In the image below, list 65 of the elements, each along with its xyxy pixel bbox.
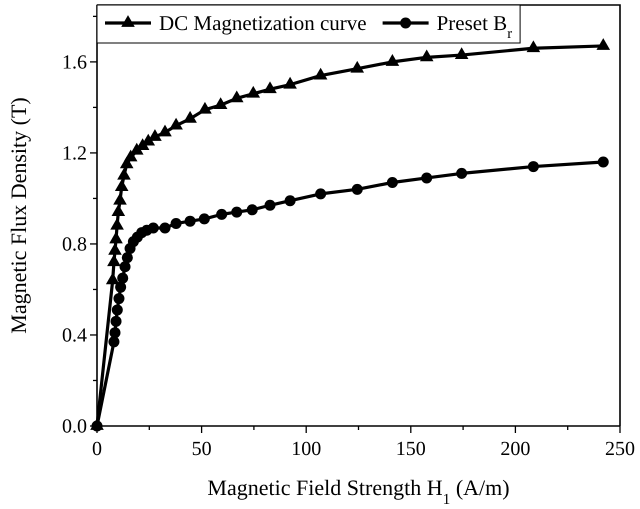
- point: [246, 204, 258, 216]
- point: [109, 327, 120, 338]
- point: [420, 49, 434, 62]
- point: [113, 293, 124, 304]
- point: [283, 76, 297, 89]
- point: [109, 232, 123, 244]
- point: [148, 222, 159, 234]
- x-tick-label: 250: [605, 438, 635, 460]
- point: [108, 336, 120, 348]
- point: [350, 60, 364, 73]
- point: [183, 110, 197, 123]
- y-tick-label: 0.0: [62, 415, 87, 438]
- x-tick-label: 100: [291, 438, 322, 460]
- y-tick-label: 0.8: [62, 233, 87, 256]
- y-tick-label: 1.2: [62, 142, 87, 164]
- point: [184, 216, 196, 227]
- point: [148, 129, 162, 141]
- point: [598, 156, 609, 168]
- x-tick-label: 50: [192, 438, 212, 460]
- point: [216, 208, 228, 220]
- point: [124, 150, 138, 162]
- point: [456, 168, 468, 179]
- point: [284, 195, 296, 206]
- point: [114, 179, 128, 191]
- point: [159, 222, 170, 234]
- point: [110, 218, 124, 230]
- point: [122, 252, 133, 264]
- point: [231, 206, 242, 218]
- point: [596, 38, 610, 50]
- point: [315, 188, 326, 200]
- point: [117, 272, 128, 284]
- x-tick-label: 0: [92, 438, 102, 460]
- point: [386, 54, 400, 66]
- x-axis-title: Magnetic Field Strength H$_{1}$ (A/m): [207, 475, 510, 508]
- point: [120, 261, 131, 272]
- legend-label: Preset B$_{r}$: [436, 11, 512, 42]
- legend-label: DC Magnetization curve: [159, 11, 367, 35]
- point: [526, 40, 540, 52]
- y-tick-label: 0.4: [62, 324, 87, 346]
- point: [230, 90, 244, 102]
- point: [115, 282, 126, 293]
- point: [198, 102, 212, 114]
- point: [170, 218, 182, 229]
- point: [112, 304, 123, 316]
- point: [158, 124, 172, 136]
- y-tick-label: 1.6: [62, 51, 87, 74]
- point: [264, 200, 276, 211]
- x-tick-label: 200: [500, 438, 530, 460]
- point: [386, 177, 398, 188]
- point: [214, 97, 228, 110]
- point: [263, 81, 277, 94]
- point: [246, 86, 260, 98]
- point: [421, 172, 432, 184]
- point: [117, 168, 131, 180]
- point: [454, 47, 468, 59]
- point: [113, 192, 127, 205]
- point: [314, 68, 328, 80]
- point: [198, 213, 210, 224]
- point: [112, 204, 126, 216]
- x-tick-label: 150: [396, 438, 426, 460]
- point: [169, 118, 183, 130]
- y-axis-title: Magnetic Flux Density (T): [6, 97, 31, 334]
- point: [352, 184, 363, 195]
- point: [528, 161, 539, 172]
- point: [110, 316, 122, 327]
